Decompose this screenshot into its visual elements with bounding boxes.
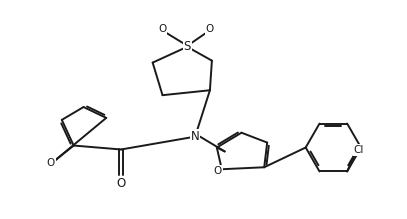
Text: O: O (158, 24, 166, 34)
Text: O: O (47, 158, 55, 168)
Text: O: O (116, 177, 126, 190)
Text: N: N (191, 130, 199, 143)
Text: O: O (214, 166, 222, 176)
Text: S: S (184, 40, 191, 53)
Text: Cl: Cl (354, 145, 364, 155)
Text: O: O (206, 24, 214, 34)
